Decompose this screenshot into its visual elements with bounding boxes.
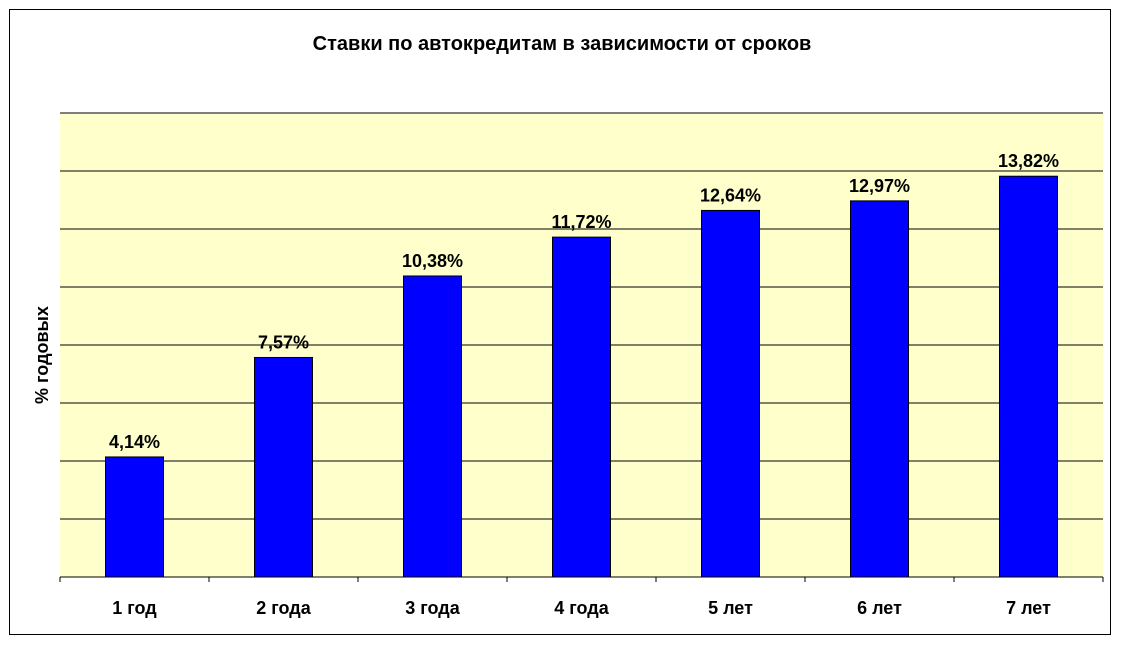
bar	[701, 209, 760, 578]
bar	[254, 356, 313, 578]
x-tick-label: 5 лет	[708, 598, 753, 618]
data-label: 12,97%	[849, 176, 910, 196]
chart-title: Ставки по автокредитам в зависимости от …	[313, 33, 812, 55]
chart-frame: Ставки по автокредитам в зависимости от …	[9, 9, 1111, 635]
data-label: 7,57%	[258, 332, 309, 352]
x-tick-label: 7 лет	[1006, 598, 1051, 618]
bar	[850, 200, 909, 578]
x-tick-label: 4 года	[554, 598, 609, 618]
x-tick-label: 2 года	[256, 598, 311, 618]
x-tick-label: 6 лет	[857, 598, 902, 618]
x-tick-label: 3 года	[405, 598, 460, 618]
data-label: 4,14%	[109, 432, 160, 452]
bar-chart: Ставки по автокредитам в зависимости от …	[32, 33, 1104, 618]
bar	[403, 275, 462, 578]
data-label: 13,82%	[998, 151, 1059, 171]
x-tick-label: 1 год	[112, 598, 157, 618]
data-labels: 4,14% 7,57% 10,38% 11,72% 12,64% 12,97% 13,82%	[109, 151, 1059, 452]
y-axis-label: % годовых	[32, 306, 52, 404]
x-axis-ticks: 1 год 2 года 3 года 4 года 5 лет 6 лет 7 лет	[59, 577, 1104, 618]
data-label: 10,38%	[402, 251, 463, 271]
data-label: 12,64%	[700, 185, 761, 205]
data-label: 11,72%	[551, 212, 611, 232]
bar	[552, 236, 611, 578]
bar	[999, 175, 1058, 578]
bar	[105, 456, 164, 578]
bars	[105, 175, 1058, 578]
